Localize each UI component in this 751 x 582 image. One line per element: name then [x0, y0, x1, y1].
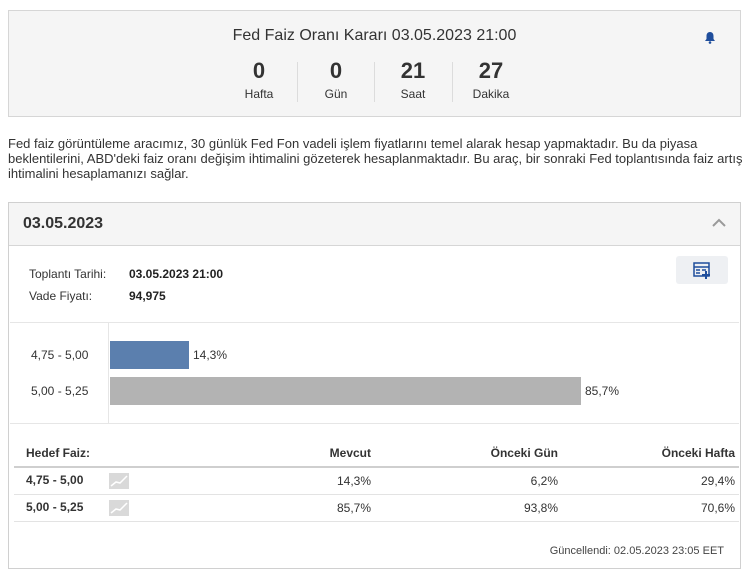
table-row: 5,00 - 5,25 85,7% 93,8% 70,6% — [14, 494, 739, 522]
prev-day-cell: 6,2% — [375, 467, 562, 495]
target-rate: 4,75 - 5,00 — [26, 472, 84, 487]
countdown-weeks: 0 Hafta — [220, 58, 298, 104]
futures-price-label: Vade Fiyatı: — [29, 289, 93, 303]
updated-timestamp: Güncellendi: 02.05.2023 23:05 EET — [549, 545, 724, 557]
target-rate-cell: 5,00 - 5,25 — [14, 494, 214, 522]
chart-category-label: 4,75 - 5,00 — [31, 348, 89, 362]
countdown-hours: 21 Saat — [374, 58, 452, 104]
meeting-date-label: Toplantı Tarihi: — [29, 267, 107, 281]
target-rate: 5,00 - 5,25 — [26, 499, 84, 514]
calculator-button[interactable] — [676, 256, 728, 284]
prev-week-cell: 70,6% — [562, 494, 739, 522]
chart-divider — [10, 423, 739, 424]
chart-bar-value: 14,3% — [193, 348, 228, 362]
header-prev-day: Önceki Gün — [375, 439, 562, 468]
countdown-days-value: 0 — [329, 58, 343, 83]
countdown-separator — [374, 62, 375, 102]
chart-bar — [110, 341, 189, 369]
countdown-minutes: 27 Dakika — [452, 58, 530, 104]
countdown-separator — [452, 62, 453, 102]
meeting-panel: 03.05.2023 Toplantı Tarihi: 03.05.2023 2… — [8, 202, 741, 569]
countdown-hours-label: Saat — [400, 87, 426, 101]
panel-header[interactable]: 03.05.2023 — [9, 203, 740, 246]
chart-bar — [110, 377, 581, 405]
chevron-up-icon[interactable] — [712, 218, 726, 227]
probability-table: Hedef Faiz: Mevcut Önceki Gün Önceki Haf… — [14, 439, 739, 522]
countdown-units: 0 Hafta 0 Gün 21 Saat 27 Dakika — [9, 58, 740, 104]
meeting-info: Toplantı Tarihi: 03.05.2023 21:00 Vade F… — [29, 263, 223, 307]
panel-date: 03.05.2023 — [23, 215, 104, 232]
countdown-weeks-label: Hafta — [244, 87, 274, 101]
bell-icon[interactable] — [704, 31, 716, 44]
table-row: 4,75 - 5,00 14,3% 6,2% 29,4% — [14, 467, 739, 495]
header-current: Mevcut — [214, 439, 375, 468]
current-cell: 85,7% — [214, 494, 375, 522]
countdown-days-label: Gün — [324, 87, 348, 101]
target-rate-cell: 4,75 - 5,00 — [14, 467, 214, 495]
futures-price-value: 94,975 — [129, 289, 166, 303]
meeting-date-value: 03.05.2023 21:00 — [129, 267, 224, 281]
tool-description: Fed faiz görüntüleme aracımız, 30 günlük… — [8, 136, 743, 181]
header-prev-week: Önceki Hafta — [562, 439, 739, 468]
prev-day-cell: 93,8% — [375, 494, 562, 522]
table-header-row: Hedef Faiz: Mevcut Önceki Gün Önceki Haf… — [14, 439, 739, 468]
chart-category-label: 5,00 - 5,25 — [31, 384, 89, 398]
calculator-icon — [693, 262, 710, 279]
countdown-box: Fed Faiz Oranı Kararı 03.05.2023 21:00 0… — [8, 10, 741, 117]
countdown-separator — [297, 62, 298, 102]
countdown-hours-value: 21 — [400, 58, 426, 83]
prev-week-cell: 29,4% — [562, 467, 739, 495]
countdown-title: Fed Faiz Oranı Kararı 03.05.2023 21:00 — [232, 27, 517, 44]
chart-divider — [10, 322, 739, 323]
countdown-minutes-label: Dakika — [472, 87, 510, 101]
chart-axis — [108, 323, 109, 423]
chart-bar-value: 85,7% — [585, 384, 620, 398]
sparkline-icon[interactable] — [109, 499, 130, 516]
countdown-minutes-value: 27 — [478, 58, 504, 83]
countdown-weeks-value: 0 — [252, 58, 266, 83]
sparkline-icon[interactable] — [109, 472, 130, 489]
countdown-days: 0 Gün — [297, 58, 375, 104]
header-target-rate: Hedef Faiz: — [14, 439, 214, 468]
probability-chart: 4,75 - 5,00 14,3% 5,00 - 5,25 85,7% — [9, 323, 740, 423]
current-cell: 14,3% — [214, 467, 375, 495]
